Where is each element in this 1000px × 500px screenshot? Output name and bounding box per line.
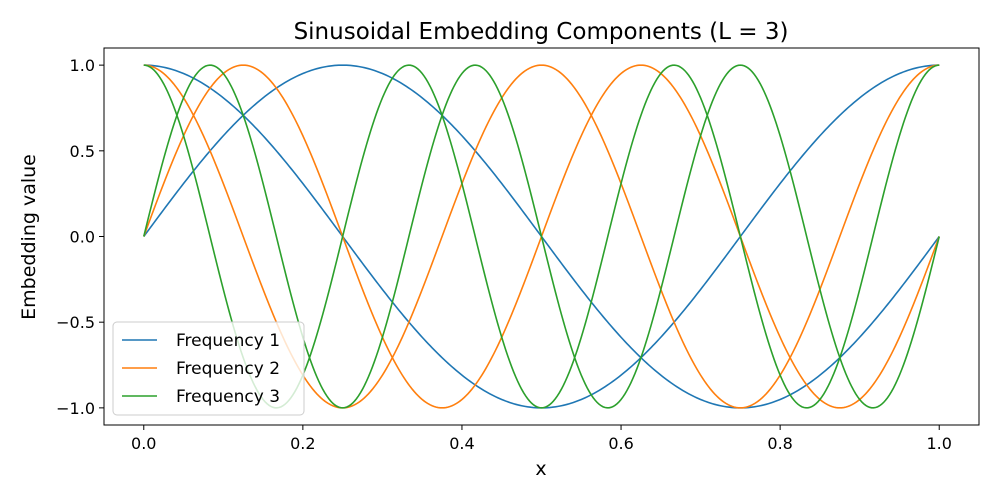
x-axis-label: x bbox=[535, 458, 546, 480]
x-tick-label: 0.0 bbox=[131, 434, 156, 453]
legend-box bbox=[112, 321, 305, 416]
x-tick-label: 0.6 bbox=[608, 434, 633, 453]
x-tick-label: 0.8 bbox=[767, 434, 792, 453]
x-tick-label: 1.0 bbox=[927, 434, 952, 453]
legend-label: Frequency 3 bbox=[176, 387, 280, 407]
y-axis-label: Embedding value bbox=[18, 154, 40, 320]
series-line-frequency-3-sin bbox=[142, 64, 941, 409]
x-axis: 0.0 0.2 0.4 0.6 0.8 1.0 bbox=[131, 425, 952, 453]
y-tick-label: −1.0 bbox=[56, 399, 95, 418]
y-tick-label: −0.5 bbox=[56, 313, 95, 332]
legend-label: Frequency 1 bbox=[176, 331, 280, 351]
y-tick-label: 0.5 bbox=[70, 142, 95, 161]
legend-label: Frequency 2 bbox=[176, 359, 280, 379]
x-tick-label: 0.2 bbox=[290, 434, 315, 453]
chart-title: Sinusoidal Embedding Components (L = 3) bbox=[294, 19, 789, 45]
legend: Frequency 1 Frequency 2 Frequency 3 bbox=[112, 321, 305, 416]
y-tick-label: 0.0 bbox=[70, 228, 95, 247]
y-axis: 1.0 0.5 0.0 −0.5 −1.0 bbox=[56, 56, 104, 418]
y-tick-label: 1.0 bbox=[70, 56, 95, 75]
x-tick-label: 0.4 bbox=[449, 434, 474, 453]
